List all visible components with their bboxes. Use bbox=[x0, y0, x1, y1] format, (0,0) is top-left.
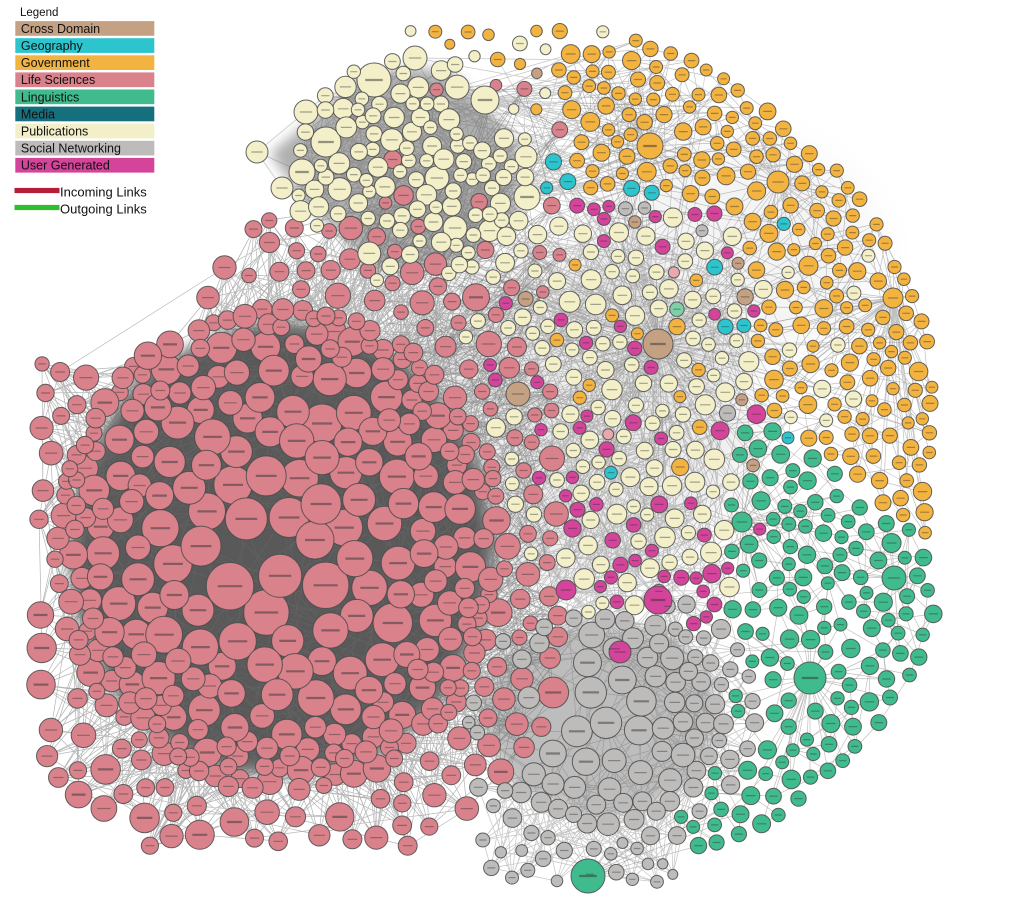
svg-text:Government: Government bbox=[21, 56, 90, 70]
svg-text:Cross Domain: Cross Domain bbox=[21, 22, 100, 36]
svg-text:Incoming Links: Incoming Links bbox=[60, 185, 147, 200]
svg-text:Linguistics: Linguistics bbox=[21, 90, 79, 104]
svg-text:Outgoing Links: Outgoing Links bbox=[60, 202, 147, 217]
svg-text:User Generated: User Generated bbox=[21, 159, 110, 173]
svg-text:Life Sciences: Life Sciences bbox=[21, 73, 95, 87]
svg-text:Legend: Legend bbox=[20, 7, 58, 19]
svg-text:Geography: Geography bbox=[21, 39, 84, 53]
svg-text:Publications: Publications bbox=[21, 125, 88, 139]
svg-text:Social Networking: Social Networking bbox=[21, 142, 121, 156]
svg-text:Media: Media bbox=[21, 107, 55, 121]
